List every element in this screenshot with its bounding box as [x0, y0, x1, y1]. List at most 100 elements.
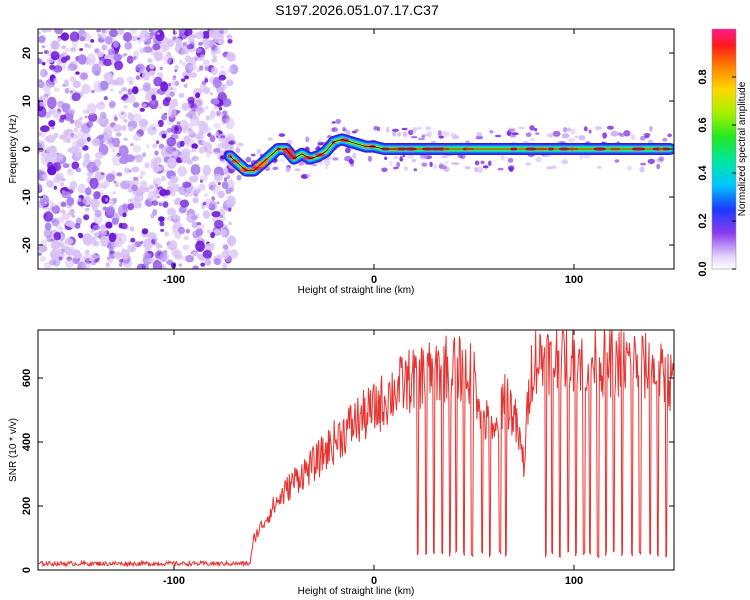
noise-blob — [46, 134, 56, 143]
noise-blob — [57, 104, 62, 109]
noise-blob — [227, 235, 237, 247]
noise-blob — [119, 262, 123, 267]
noise-blob — [105, 221, 113, 229]
noise-blob — [174, 69, 178, 73]
noise-blob — [178, 263, 183, 267]
noise-blob — [50, 249, 60, 261]
track-halo-blob — [351, 130, 357, 134]
track-halo-blob — [649, 125, 653, 132]
noise-blob — [212, 184, 221, 195]
track-halo-blob — [323, 159, 331, 166]
noise-blob — [219, 30, 224, 34]
noise-blob — [78, 232, 82, 237]
noise-blob — [195, 228, 204, 237]
noise-blob — [217, 143, 224, 150]
noise-blob — [118, 90, 123, 95]
noise-blob — [124, 41, 133, 50]
track-halo-blob — [401, 127, 408, 131]
colorbar-label: Normalized spectral amplitude — [737, 81, 748, 216]
noise-blob — [117, 29, 125, 35]
track-halo-blob — [420, 155, 428, 160]
noise-blob — [183, 83, 188, 89]
track-halo-blob — [475, 135, 484, 140]
noise-blob — [192, 114, 197, 120]
track-halo-blob — [452, 135, 460, 140]
track-halo-blob — [662, 137, 668, 142]
noise-blob — [97, 33, 102, 38]
track-halo-blob — [550, 165, 557, 169]
noise-blob — [190, 164, 201, 176]
noise-blob — [121, 124, 127, 132]
track-halo-blob — [639, 166, 645, 173]
noise-blob — [86, 136, 91, 142]
track-halo-blob — [384, 156, 388, 161]
noise-blob — [219, 107, 223, 111]
snr-x-tick-label: 0 — [371, 575, 377, 587]
track-halo-blob — [335, 118, 342, 124]
track-halo-blob — [438, 164, 447, 170]
noise-blob — [93, 80, 103, 93]
noise-blob — [142, 103, 147, 108]
track-halo-blob — [529, 125, 535, 131]
track-halo-blob — [421, 162, 428, 167]
noise-blob — [62, 51, 67, 56]
noise-blob — [45, 178, 49, 182]
noise-blob — [61, 45, 66, 49]
noise-blob — [225, 162, 230, 165]
noise-blob — [148, 257, 154, 263]
noise-blob — [166, 93, 171, 98]
noise-blob — [209, 110, 216, 118]
noise-blob — [101, 29, 106, 34]
noise-blob — [213, 228, 221, 235]
noise-blob — [52, 110, 60, 118]
noise-blob — [180, 47, 189, 56]
noise-blob — [100, 172, 105, 176]
track-halo-blob — [640, 162, 647, 166]
track-halo-blob — [563, 127, 567, 133]
noise-blob — [100, 235, 109, 247]
noise-blob — [198, 122, 209, 134]
noise-blob — [138, 118, 149, 127]
spectrogram-y-tick-label: -20 — [21, 237, 33, 253]
track-halo-blob — [588, 129, 592, 134]
track-halo-blob — [236, 174, 242, 181]
track-halo-blob — [373, 125, 379, 131]
noise-blob — [226, 34, 233, 40]
noise-blob — [53, 77, 58, 84]
snr-y-tick-label: 0 — [21, 567, 33, 573]
snr-y-tick-label: 400 — [21, 433, 33, 451]
noise-blob — [167, 39, 175, 48]
noise-blob — [223, 167, 229, 174]
noise-blob — [156, 32, 160, 35]
noise-blob — [64, 238, 74, 246]
noise-blob — [72, 249, 81, 259]
noise-blob — [69, 76, 77, 83]
track-halo-blob — [525, 132, 532, 138]
noise-blob — [190, 215, 198, 220]
noise-blob — [142, 71, 150, 81]
track-halo-blob — [510, 134, 516, 138]
noise-blob — [59, 134, 67, 140]
noise-blob — [70, 47, 76, 52]
noise-blob — [126, 76, 135, 83]
noise-blob — [38, 169, 43, 174]
track-halo-blob — [345, 147, 351, 154]
track-halo-blob — [402, 131, 408, 138]
track-halo-blob — [525, 162, 532, 166]
noise-blob — [51, 126, 55, 130]
noise-blob — [105, 262, 110, 268]
noise-blob — [197, 247, 202, 251]
noise-blob — [102, 206, 108, 211]
track-halo-blob — [667, 133, 672, 138]
track-halo-blob — [500, 155, 505, 161]
noise-blob — [153, 51, 164, 62]
noise-blob — [202, 164, 212, 176]
noise-blob — [184, 55, 191, 63]
noise-blob — [75, 71, 80, 75]
track-halo-blob — [614, 159, 620, 163]
noise-blob — [211, 66, 218, 76]
noise-blob — [62, 163, 70, 169]
noise-blob — [117, 233, 127, 244]
noise-blob — [139, 107, 145, 112]
noise-blob — [164, 96, 172, 102]
